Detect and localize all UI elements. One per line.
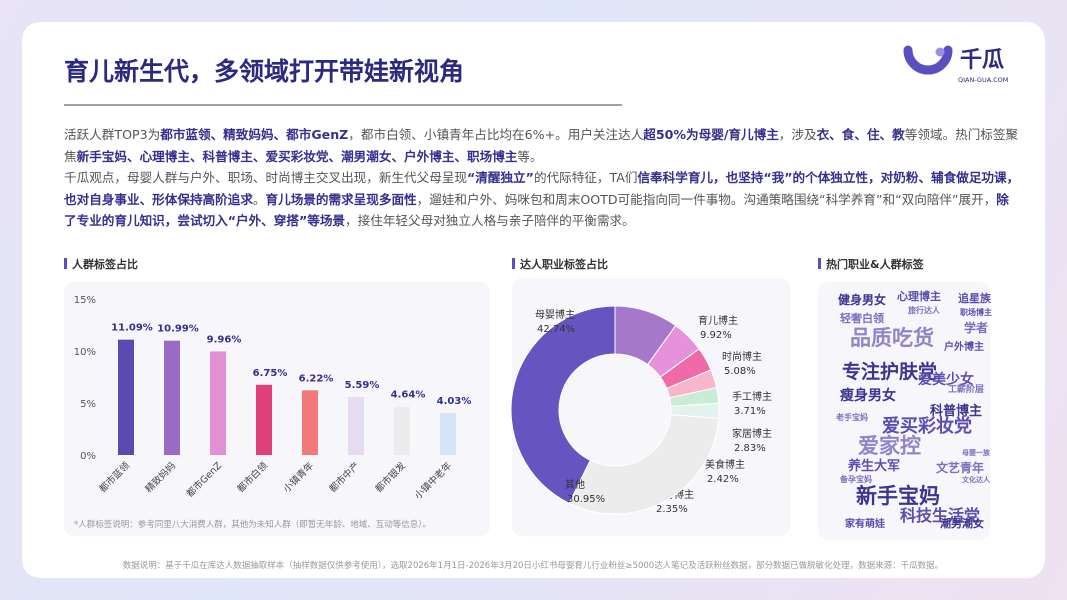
chart-note: *人群标签说明：参考同里八大消费人群，其他为未知人群（即暂无年龄、地域、互动等信… xyxy=(74,519,431,530)
slice-label: 美食博主 xyxy=(705,458,745,471)
value-label: 6.22% xyxy=(299,373,334,384)
highlight-text: 除了专业的育儿知识，尝试切入“户外、穿搭”等场景 xyxy=(64,191,1009,229)
word: 潮男潮女 xyxy=(940,516,984,530)
slice-value: 2.42% xyxy=(707,474,739,485)
bar xyxy=(118,339,134,455)
slice-value: 30.95% xyxy=(567,494,605,505)
text: 。 xyxy=(252,191,266,207)
word: 科技生活党 xyxy=(900,506,980,525)
word: 工薪阶层 xyxy=(948,383,984,395)
section-title: 人群标签占比 xyxy=(72,257,138,271)
logo-icon xyxy=(903,45,953,75)
word: 健身男女 xyxy=(838,292,886,307)
section-marker xyxy=(818,258,821,269)
slice-value: 9.92% xyxy=(700,330,732,341)
bar xyxy=(348,396,364,455)
word: 轻奢白领 xyxy=(840,311,884,325)
word: 追星族 xyxy=(958,291,992,305)
word: 户外博主 xyxy=(943,340,984,353)
slice-label: 家居博主 xyxy=(732,427,772,440)
text: ，涉及 xyxy=(778,127,817,142)
slice-value: 5.08% xyxy=(724,366,756,377)
slice-value: 2.83% xyxy=(734,443,766,454)
slice-label: 母婴博主 xyxy=(535,308,575,321)
paragraphs: 活跃人群TOP3为都市蓝领、精致妈妈、都市GenZ，都市白领、小镇青年占比均在6… xyxy=(64,124,1020,232)
bar xyxy=(440,413,456,455)
y-tick-label: 15% xyxy=(74,295,96,306)
section-marker xyxy=(64,258,67,269)
value-label: 9.96% xyxy=(207,334,242,345)
word: 学者 xyxy=(964,320,988,335)
highlight-text: 都市蓝领、精致妈妈、都市GenZ xyxy=(160,127,349,142)
y-tick-label: 5% xyxy=(80,399,96,410)
bar xyxy=(210,351,226,455)
highlight-text: “清醒独立” xyxy=(467,170,534,185)
word: 旅行达人 xyxy=(908,305,941,315)
paragraph: 活跃人群TOP3为都市蓝领、精致妈妈、都市GenZ，都市白领、小镇青年占比均在6… xyxy=(64,124,1020,167)
text: 活跃人群TOP3为 xyxy=(64,127,161,142)
section-marker xyxy=(512,258,515,269)
text: 千瓜观点，母婴人群与户外、职场、时尚博主交叉出现，新生代父母呈现 xyxy=(64,170,467,185)
y-tick-label: 10% xyxy=(74,347,96,358)
section-title: 热门职业&人群标签 xyxy=(826,257,925,271)
slice-value: 42.74% xyxy=(537,324,575,335)
highlight-text: 超50%为母婴/育儿博主 xyxy=(643,127,779,142)
word: 家有萌娃 xyxy=(845,517,885,530)
slice-label: 育儿博主 xyxy=(698,314,738,327)
pie-slice xyxy=(510,305,616,505)
value-label: 10.99% xyxy=(157,324,199,335)
slice-value: 3.71% xyxy=(734,406,766,417)
value-label: 4.64% xyxy=(391,390,426,401)
value-label: 5.59% xyxy=(345,380,380,391)
panel xyxy=(818,282,990,540)
word: 职场博主 xyxy=(960,307,992,317)
word: 品质吃货 xyxy=(850,326,934,350)
logo-sub: QIAN-GUA.COM xyxy=(958,76,1008,84)
word: 新手宝妈 xyxy=(856,484,940,508)
text: ，接住年轻父母对独立人格与亲子陪伴的平衡需求。 xyxy=(345,213,635,228)
highlight-text: 育儿场景的需求呈现多面性 xyxy=(265,191,417,207)
highlight-text: 新手宝妈、心理博主、科普博主、爱买彩妆党、潮男潮女、户外博主、职场博主 xyxy=(76,148,518,164)
pie-slice xyxy=(568,414,720,515)
word: 备孕宝妈 xyxy=(839,474,872,484)
value-label: 11.09% xyxy=(111,323,153,334)
word: 心理博主 xyxy=(897,289,941,303)
section-title: 达人职业标签占比 xyxy=(520,257,608,271)
word: 爱美少女 xyxy=(918,371,974,388)
word: 老手宝妈 xyxy=(835,412,868,422)
value-label: 6.75% xyxy=(253,368,288,379)
word: 爱家控 xyxy=(858,434,921,458)
highlight-text: 衣、食、住、教 xyxy=(816,127,905,142)
word: 科普博主 xyxy=(930,403,982,419)
y-tick-label: 0% xyxy=(80,451,96,462)
slice-label: 手工博主 xyxy=(732,390,772,403)
text: ，都市白领、小镇青年占比均在6%+。用户关注达人 xyxy=(348,127,644,142)
word: 养生大军 xyxy=(847,458,900,474)
word: 爱买彩妆党 xyxy=(882,415,972,437)
slice-label: 时尚博主 xyxy=(722,350,762,363)
text: 等领域。热门标签聚焦 xyxy=(64,127,1019,164)
text: 等。 xyxy=(517,148,543,164)
text: ，遛娃和户外、妈咪包和周末OOTD可能指向同一件事物。沟通策略围绕“科学养育”和… xyxy=(416,191,997,207)
word: 专注护肤党 xyxy=(842,360,937,383)
footnote: 数据说明：基于千瓜在库达人数据抽取样本（抽样数据仅供参考使用），选取2026年1… xyxy=(123,560,943,571)
text: 的代际特征，TA们 xyxy=(533,170,638,185)
word: 文艺青年 xyxy=(936,460,984,475)
word: 母婴一族 xyxy=(962,448,991,457)
paragraph: 千瓜观点，母婴人群与户外、职场、时尚博主交叉出现，新生代父母呈现“清醒独立”的代… xyxy=(64,167,1020,232)
title: 育儿新生代，多领域打开带娃新视角 xyxy=(64,57,464,86)
bar xyxy=(164,340,180,455)
highlight-text: 信奉科学育儿，也坚持“我”的个体独立性，对奶粉、辅食做足功课，也对自身事业、形体… xyxy=(64,170,1020,207)
word: 文化达人 xyxy=(962,475,991,484)
bar xyxy=(256,384,272,455)
bar xyxy=(302,390,318,455)
value-label: 4.03% xyxy=(437,396,472,407)
word: 瘦身男女 xyxy=(840,387,896,404)
bar xyxy=(394,406,410,455)
logo-text: 千瓜 xyxy=(960,48,1004,73)
slice-label: 其他 xyxy=(565,478,585,491)
slice-value: 2.35% xyxy=(656,504,688,515)
